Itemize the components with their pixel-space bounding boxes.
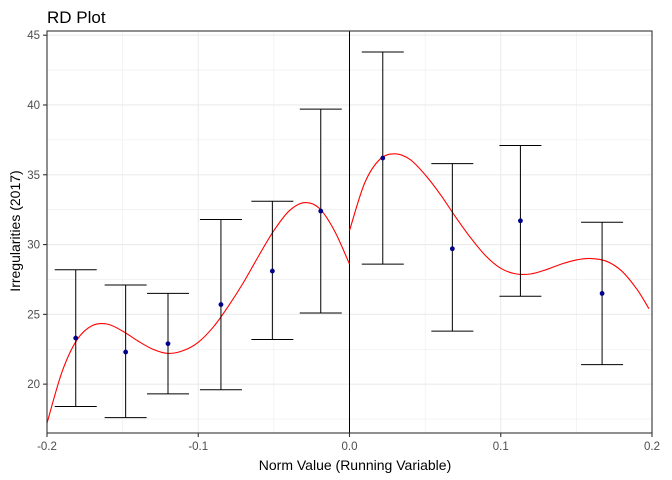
x-tick-label: 0.0: [342, 441, 358, 453]
data-point: [318, 208, 324, 214]
y-axis-title: Irregularities (2017): [7, 170, 23, 291]
y-tick-label: 40: [27, 100, 40, 112]
x-tick-label: 0.1: [493, 441, 509, 453]
x-axis-title: Norm Value (Running Variable): [259, 457, 451, 473]
data-point: [380, 155, 386, 161]
data-point: [518, 218, 523, 224]
x-tick-label: 0.2: [644, 441, 660, 453]
y-tick-label: 30: [27, 240, 40, 252]
x-tick-label: -0.1: [188, 441, 208, 453]
axes: -0.2 -0.1 0.0 0.1 0.2 20 25 30 35 40 45: [27, 30, 660, 453]
data-points: [73, 155, 605, 355]
y-tick-label: 35: [27, 170, 40, 182]
data-point: [449, 246, 455, 252]
data-point: [269, 268, 275, 274]
y-tick-label: 25: [27, 309, 40, 321]
y-tick-label: 20: [27, 379, 40, 391]
data-point: [218, 302, 224, 307]
data-point: [165, 341, 171, 347]
data-point: [123, 349, 129, 355]
x-tick-label: -0.2: [37, 441, 57, 453]
fit-curve-left: [46, 202, 351, 424]
data-point: [73, 335, 79, 341]
y-tick-label: 45: [27, 30, 40, 42]
chart-title: RD Plot: [47, 8, 106, 27]
data-point: [599, 291, 605, 296]
